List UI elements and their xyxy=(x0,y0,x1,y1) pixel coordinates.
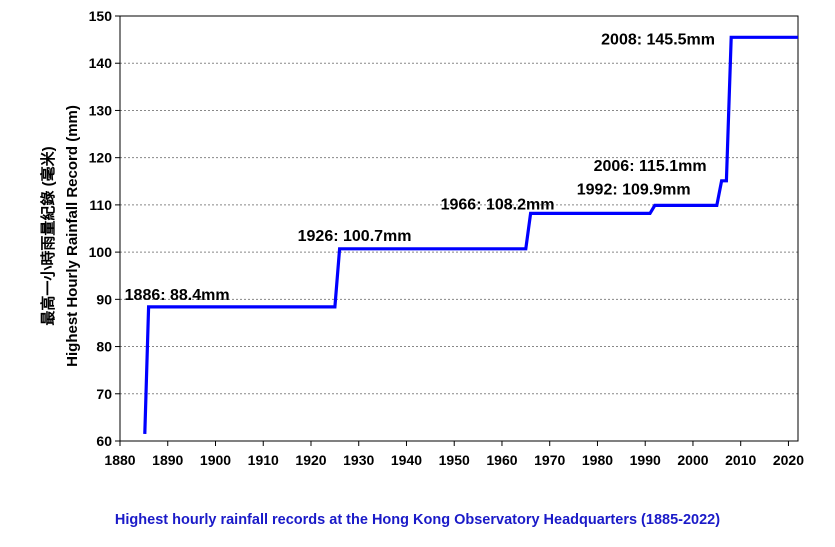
plot-frame xyxy=(119,15,799,442)
record-annotation: 1966: 108.2mm xyxy=(441,196,555,213)
record-annotations: 1886: 88.4mm 1926: 100.7mm 1966: 108.2mm 19… xyxy=(125,31,715,304)
x-tick-label: 1980 xyxy=(582,452,613,468)
y-axis-label: Highest Hourly Rainfall Record (mm) 最高一小… xyxy=(39,105,81,367)
x-tick-label: 1950 xyxy=(439,452,470,468)
x-tick-label: 1890 xyxy=(152,452,183,468)
chart-caption: Highest hourly rainfall records at the H… xyxy=(114,512,721,528)
y-tick-label: 130 xyxy=(89,102,113,118)
x-tick-label: 1970 xyxy=(534,452,565,468)
x-tick-label: 1930 xyxy=(343,452,374,468)
x-tick-label: 1880 xyxy=(104,452,135,468)
y-axis-label-chinese: 最高一小時雨量紀錄 (毫米) xyxy=(39,146,57,325)
record-line xyxy=(143,35,798,434)
y-tick-label: 150 xyxy=(89,8,113,24)
x-tick-label: 1990 xyxy=(630,452,661,468)
record-annotation: 2008: 145.5mm xyxy=(601,31,715,48)
y-tick-label: 80 xyxy=(96,339,112,355)
x-tick-label: 1900 xyxy=(200,452,231,468)
record-annotation: 1886: 88.4mm xyxy=(125,287,230,304)
gridlines xyxy=(120,62,798,395)
y-tick-label: 110 xyxy=(89,197,112,213)
x-axis: 1880 1890 1900 1910 1920 1930 1940 1950 1960 1970… xyxy=(104,441,804,468)
record-annotation: 1926: 100.7mm xyxy=(298,228,412,245)
y-tick-label: 120 xyxy=(89,150,113,166)
y-axis-label-english: Highest Hourly Rainfall Record (mm) xyxy=(64,105,81,367)
x-tick-label: 1960 xyxy=(486,452,517,468)
y-tick-label: 140 xyxy=(89,55,113,71)
y-tick-label: 70 xyxy=(96,386,112,402)
x-tick-label: 2000 xyxy=(677,452,708,468)
y-tick-label: 60 xyxy=(96,433,112,449)
x-tick-label: 1940 xyxy=(391,452,422,468)
y-tick-label: 90 xyxy=(96,291,112,307)
x-tick-label: 1920 xyxy=(295,452,326,468)
x-tick-label: 1910 xyxy=(248,452,279,468)
x-tick-label: 2020 xyxy=(773,452,804,468)
record-annotation: 2006: 115.1mm xyxy=(594,158,707,175)
record-annotation: 1992: 109.9mm xyxy=(577,181,691,198)
x-tick-label: 2010 xyxy=(725,452,756,468)
y-tick-label: 100 xyxy=(89,244,113,260)
y-axis: 60 70 80 90 100 110 120 130 140 150 xyxy=(89,8,120,449)
